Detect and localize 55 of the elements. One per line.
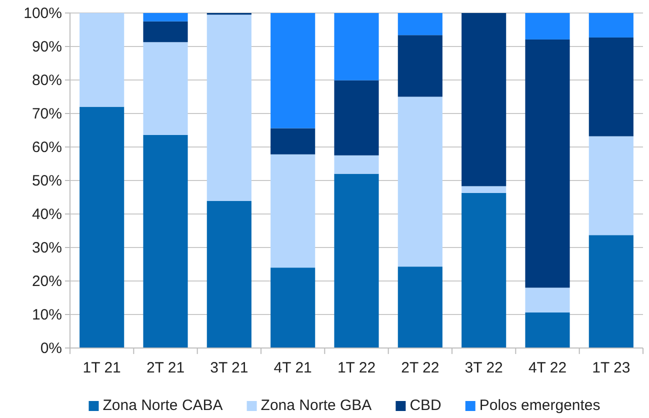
- y-tick-label: 100%: [24, 4, 62, 22]
- y-tick-label: 80%: [32, 72, 62, 89]
- bar: [334, 80, 379, 156]
- bar: [143, 13, 188, 22]
- bar: [143, 21, 188, 42]
- bar: [80, 106, 124, 348]
- y-tick-label: 60%: [32, 138, 62, 156]
- y-tick-label: 40%: [32, 206, 62, 223]
- bar: [462, 13, 506, 186]
- bar: [270, 128, 316, 154]
- legend-label: Zona Norte GBA: [260, 397, 372, 414]
- bar: [334, 155, 379, 174]
- bar: [588, 13, 634, 38]
- bar: [525, 288, 570, 312]
- bar: [462, 186, 506, 193]
- bar: [588, 235, 634, 348]
- y-tick-label: 10%: [32, 306, 62, 324]
- x-tick-label: 2T 21: [146, 360, 185, 377]
- bar: [143, 134, 188, 348]
- bar: [525, 13, 570, 40]
- bar: [334, 13, 379, 80]
- legend-label: Polos emergentes: [479, 397, 600, 414]
- bar: [270, 13, 316, 128]
- x-tick-label: 1T 22: [337, 360, 376, 377]
- x-tick-label: 1T 23: [592, 360, 630, 377]
- bar: [588, 136, 634, 236]
- x-tick-label: 1T 21: [82, 360, 121, 377]
- bar: [206, 200, 252, 348]
- bar: [588, 37, 634, 136]
- bar: [398, 13, 442, 36]
- bar: [143, 42, 188, 135]
- legend-label: Zona Norte CABA: [102, 397, 223, 414]
- bar: [270, 268, 316, 348]
- y-tick-label: 70%: [32, 105, 62, 122]
- y-tick-label: 30%: [32, 239, 62, 256]
- y-tick-label: 50%: [32, 172, 62, 190]
- x-tick-label: 2T 22: [401, 360, 440, 377]
- bar: [398, 35, 442, 97]
- bar: [398, 266, 442, 348]
- legend-label: CBD: [410, 397, 442, 414]
- bar: [270, 154, 316, 268]
- bar: [525, 39, 570, 288]
- x-tick-label: 4T 21: [274, 360, 312, 377]
- x-tick-label: 3T 22: [464, 360, 503, 377]
- bar: [334, 174, 379, 348]
- x-tick-label: 4T 22: [528, 360, 567, 377]
- y-tick-label: 90%: [32, 38, 62, 56]
- bar: [525, 312, 570, 348]
- bar: [80, 13, 124, 107]
- bar: [462, 192, 506, 348]
- y-tick-label: 20%: [32, 272, 62, 290]
- x-tick-label: 3T 21: [210, 360, 248, 377]
- bar: [398, 96, 442, 267]
- bar: [206, 14, 252, 201]
- y-tick-label: 0%: [40, 340, 62, 357]
